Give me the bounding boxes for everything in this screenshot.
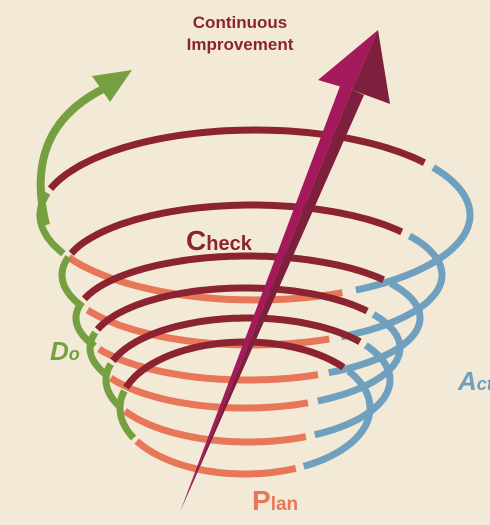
spiral-rings xyxy=(40,130,470,474)
plan-label: Plan xyxy=(252,485,298,516)
title-line: Continuous xyxy=(193,13,287,32)
do-label: Do xyxy=(50,336,80,366)
label-rest: heck xyxy=(206,233,252,255)
label-rest: lan xyxy=(271,494,298,515)
plan-arc xyxy=(88,310,330,345)
label-initial: A xyxy=(457,366,477,396)
label-initial: D xyxy=(50,336,69,366)
act-label: Act xyxy=(457,366,490,396)
label-initial: P xyxy=(252,485,271,516)
label-rest: o xyxy=(69,344,80,364)
plan-arc xyxy=(137,441,296,474)
do-arrow-head xyxy=(92,70,132,102)
title-line: Improvement xyxy=(187,35,294,54)
label-rest: ct xyxy=(477,374,490,394)
pdca-spiral-diagram: Continuous Improvement Check Do Act Plan xyxy=(0,0,490,525)
check-label: Check xyxy=(186,225,253,256)
back-arc xyxy=(98,288,368,330)
back-arc xyxy=(51,130,425,189)
label-initial: C xyxy=(186,225,206,256)
